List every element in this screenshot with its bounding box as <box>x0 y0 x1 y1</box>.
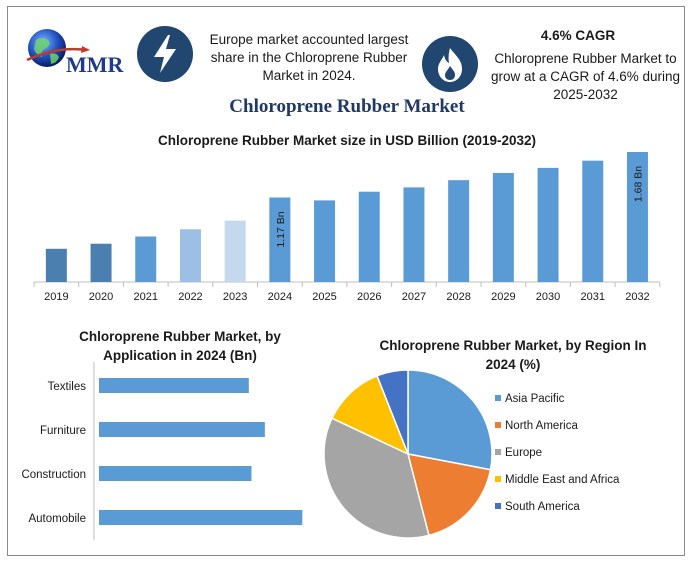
x-tick-label-2031: 2031 <box>581 291 605 303</box>
x-tick-label-2030: 2030 <box>536 291 560 303</box>
category-label-automobile: Automobile <box>28 513 86 525</box>
hbar-furniture <box>99 422 265 437</box>
x-tick-label-2020: 2020 <box>89 291 113 303</box>
bar-2020 <box>90 243 112 282</box>
legend-label-south-america: South America <box>505 501 580 513</box>
bar-2019 <box>45 248 67 282</box>
bar-2029 <box>492 172 514 282</box>
pie-slice-asia-pacific <box>407 369 493 471</box>
x-tick-label-2026: 2026 <box>357 291 381 303</box>
legend-swatch-north-america <box>495 422 501 428</box>
legend-swatch-middle-east-and-africa <box>495 476 501 482</box>
bar-2026 <box>358 191 380 282</box>
x-tick-label-2029: 2029 <box>491 291 515 303</box>
x-tick-label-2025: 2025 <box>312 291 336 303</box>
bar-2030 <box>537 167 559 282</box>
europe-share-text: Europe market accounted largest share in… <box>209 32 409 83</box>
data-label-2024: 1.17 Bn <box>275 211 287 247</box>
bar-2027 <box>403 187 425 282</box>
x-tick-label-2027: 2027 <box>402 291 426 303</box>
legend-label-asia-pacific: Asia Pacific <box>505 393 565 405</box>
pie-slice-north-america <box>406 453 492 537</box>
pie-slice-middle-east-and-africa <box>330 374 410 456</box>
data-label-2032: 1.68 Bn <box>632 166 644 202</box>
bar-2022 <box>179 229 201 282</box>
bar-2023 <box>224 220 246 282</box>
x-tick-label-2022: 2022 <box>178 291 202 303</box>
hbar-construction <box>99 466 252 481</box>
bar-chart-title: Chloroprene Rubber Market size in USD Bi… <box>157 133 537 148</box>
legend-label-middle-east-and-africa: Middle East and Africa <box>505 474 620 486</box>
x-tick-label-2019: 2019 <box>44 291 68 303</box>
lightning-icon <box>137 26 193 82</box>
globe-icon <box>26 29 90 67</box>
bar-2025 <box>314 200 336 282</box>
cagr-title: 4.6% CAGR <box>540 28 616 43</box>
legend-swatch-europe <box>495 449 501 455</box>
region-chart-title: Chloroprene Rubber Market, by Region In … <box>379 338 647 372</box>
pie-slice-europe <box>323 417 430 539</box>
legend-label-north-america: North America <box>505 420 578 432</box>
category-label-construction: Construction <box>21 469 86 481</box>
legend-swatch-asia-pacific <box>495 395 501 401</box>
logo-text: MMR <box>66 52 124 77</box>
category-label-furniture: Furniture <box>40 425 86 437</box>
bar-2031 <box>582 160 604 282</box>
bar-2021 <box>135 236 157 282</box>
bar-2024 <box>269 197 291 282</box>
main-title: Chloroprene Rubber Market <box>229 96 465 117</box>
legend-swatch-south-america <box>495 503 501 509</box>
flame-icon <box>422 36 478 92</box>
mmr-logo: MMR <box>24 24 132 80</box>
x-tick-label-2021: 2021 <box>134 291 158 303</box>
bar-2032 <box>626 152 648 282</box>
legend-label-europe: Europe <box>505 447 542 459</box>
category-label-textiles: Textiles <box>48 381 87 393</box>
x-tick-label-2024: 2024 <box>268 291 292 303</box>
bar-2028 <box>448 180 470 282</box>
hbar-automobile <box>99 510 303 525</box>
cagr-text: Chloroprene Rubber Market to grow at a C… <box>490 51 681 102</box>
hbar-textiles <box>99 378 249 393</box>
pie-slice-south-america <box>376 369 409 455</box>
x-tick-label-2023: 2023 <box>223 291 247 303</box>
x-tick-label-2028: 2028 <box>446 291 470 303</box>
application-chart-title: Chloroprene Rubber Market, by Applicatio… <box>79 329 281 363</box>
x-tick-label-2032: 2032 <box>625 291 649 303</box>
